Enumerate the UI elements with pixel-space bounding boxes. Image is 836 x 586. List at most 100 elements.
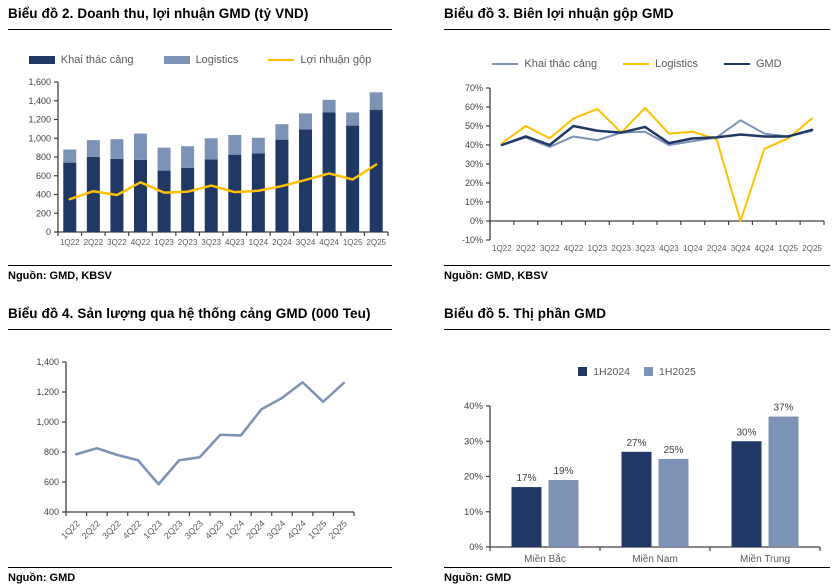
chart-canvas: 0% 10% 20% 30% 40% Miền Bắc Miền Nam Miền Trung… xyxy=(444,390,830,565)
svg-text:3Q23: 3Q23 xyxy=(635,244,655,253)
1h2024-swatch xyxy=(578,367,588,377)
bi-u-3-bi-n-l-i-nhu-n-g-p-gmd-svg: -10% 0% 10% 20% 30% 40% 50% 60% 70% 1Q22 2Q22 3Q22 4… xyxy=(462,83,825,253)
svg-text:30%: 30% xyxy=(464,436,484,447)
svg-text:10%: 10% xyxy=(464,507,484,518)
svg-text:17%: 17% xyxy=(516,473,536,484)
svg-text:4Q24: 4Q24 xyxy=(285,518,308,541)
panel-revenue-profit-chart: Biểu đồ 2. Doanh thu, lợi nhuận GMD (tỷ … xyxy=(8,6,392,282)
svg-text:Miền Nam: Miền Nam xyxy=(632,553,678,565)
panel-port-volume-chart: Biểu đồ 4. Sản lượng qua hệ thống cảng G… xyxy=(8,306,392,584)
chart-canvas: 0 200 400 600 800 1,000 1,200 1,400 1,600 1Q22 2Q2… xyxy=(8,76,392,248)
1h2025-swatch xyxy=(644,367,653,377)
legend-label: Khai thác cảng xyxy=(524,57,598,70)
legend-label: Logistics xyxy=(195,53,239,66)
svg-text:1Q23: 1Q23 xyxy=(154,238,174,247)
svg-text:1Q22: 1Q22 xyxy=(60,238,80,247)
chart-title: Biểu đồ 3. Biên lợi nhuận gộp GMD xyxy=(444,6,830,30)
source-note: Nguồn: GMD xyxy=(444,567,830,584)
svg-text:30%: 30% xyxy=(736,427,756,438)
svg-text:1,400: 1,400 xyxy=(36,357,59,367)
svg-text:1Q24: 1Q24 xyxy=(249,238,269,247)
legend-label: 1H2024 xyxy=(593,365,630,378)
svg-text:3Q23: 3Q23 xyxy=(201,238,221,247)
svg-text:40%: 40% xyxy=(465,140,483,150)
bi-u-5-th-ph-n-gmd-svg: 0% 10% 20% 30% 40% Miền Bắc Miền Nam Miền Trung… xyxy=(464,401,821,565)
chart-title: Biểu đồ 4. Sản lượng qua hệ thống cảng G… xyxy=(8,306,392,330)
svg-text:600: 600 xyxy=(44,477,59,487)
svg-text:27%: 27% xyxy=(626,438,646,449)
charts-grid: Biểu đồ 2. Doanh thu, lợi nhuận GMD (tỷ … xyxy=(8,6,830,584)
svg-text:2Q24: 2Q24 xyxy=(272,238,292,247)
svg-text:4Q23: 4Q23 xyxy=(225,238,245,247)
legend-label: GMD xyxy=(755,57,782,70)
svg-text:400: 400 xyxy=(36,189,51,199)
svg-text:2Q24: 2Q24 xyxy=(244,518,267,541)
svg-text:1Q25: 1Q25 xyxy=(778,244,798,253)
svg-text:1,000: 1,000 xyxy=(36,417,59,427)
svg-text:4Q22: 4Q22 xyxy=(121,518,144,541)
legend-label: Lợi nhuận gộp xyxy=(300,53,372,66)
svg-text:1Q24: 1Q24 xyxy=(224,518,247,541)
svg-text:10%: 10% xyxy=(465,197,483,207)
legend-label: 1H2025 xyxy=(659,365,696,378)
legend-item-khai-th-c-c-ng: Khai thác cảng xyxy=(492,58,597,70)
logistics-swatch xyxy=(163,55,190,64)
legend-label: Khai thác cảng xyxy=(60,53,134,66)
chart-legend: Khai thác cảng Logistics GMD xyxy=(444,58,830,70)
svg-text:2Q25: 2Q25 xyxy=(366,238,386,247)
svg-text:Miền Trung: Miền Trung xyxy=(740,553,790,565)
svg-text:1Q22: 1Q22 xyxy=(492,244,512,253)
svg-text:50%: 50% xyxy=(465,121,483,131)
chart-title: Biểu đồ 5. Thị phần GMD xyxy=(444,306,830,330)
bi-u-2-doanh-thu-l-i-nhu-n-gmd-t-vnd-svg: 0 200 400 600 800 1,000 1,200 1,400 1,600 1Q22 2Q2… xyxy=(28,77,389,247)
panel-market-share-chart: Biểu đồ 5. Thị phần GMD 1H2024 1H2025 0% 1… xyxy=(444,306,830,584)
legend-item-gmd: GMD xyxy=(723,57,782,70)
chart-canvas: -10% 0% 10% 20% 30% 40% 50% 60% 70% 1Q22 2Q22 3Q22 4… xyxy=(444,82,830,254)
legend-item-1h2025: 1H2025 xyxy=(644,366,696,378)
svg-text:800: 800 xyxy=(36,152,51,162)
svg-text:37%: 37% xyxy=(773,402,793,413)
legend-item-khai-th-c-c-ng: Khai thác cảng xyxy=(28,53,134,66)
khai-th-c-c-ng-swatch xyxy=(492,62,519,66)
l-i-nhu-n-g-p-swatch xyxy=(268,58,295,62)
legend-item-logistics: Logistics xyxy=(163,53,239,66)
svg-text:2Q23: 2Q23 xyxy=(162,518,185,541)
svg-text:1,200: 1,200 xyxy=(28,114,51,124)
svg-text:1Q23: 1Q23 xyxy=(141,518,164,541)
svg-text:400: 400 xyxy=(44,507,59,517)
svg-text:2Q24: 2Q24 xyxy=(707,244,727,253)
bi-u-4-s-n-l-ng-qua-h-th-ng-c-ng-gmd-000-teu-svg: 400 600 800 1,000 1,200 1,400 1Q222Q223Q224Q22… xyxy=(36,357,355,541)
svg-text:40%: 40% xyxy=(464,401,484,412)
svg-text:3Q22: 3Q22 xyxy=(107,238,127,247)
logistics-swatch xyxy=(623,62,650,66)
svg-text:2Q25: 2Q25 xyxy=(802,244,822,253)
svg-text:1,000: 1,000 xyxy=(28,133,51,143)
svg-text:800: 800 xyxy=(44,447,59,457)
svg-text:1Q24: 1Q24 xyxy=(683,244,703,253)
svg-text:2Q25: 2Q25 xyxy=(326,518,349,541)
svg-text:2Q22: 2Q22 xyxy=(84,238,104,247)
svg-text:0: 0 xyxy=(46,227,51,237)
khai-th-c-c-ng-swatch xyxy=(28,55,55,64)
legend-label: Logistics xyxy=(655,57,698,70)
svg-text:2Q23: 2Q23 xyxy=(611,244,631,253)
svg-text:2Q22: 2Q22 xyxy=(516,244,536,253)
svg-text:3Q24: 3Q24 xyxy=(296,238,316,247)
svg-text:1,600: 1,600 xyxy=(28,77,51,87)
svg-text:4Q22: 4Q22 xyxy=(564,244,584,253)
svg-text:19%: 19% xyxy=(553,466,573,477)
svg-text:20%: 20% xyxy=(464,471,484,482)
chart-canvas: 400 600 800 1,000 1,200 1,400 1Q22 2Q22 3Q22 4Q22… xyxy=(8,356,392,558)
svg-text:0%: 0% xyxy=(470,216,483,226)
gmd-swatch xyxy=(723,62,750,66)
svg-text:2Q23: 2Q23 xyxy=(178,238,198,247)
svg-text:4Q24: 4Q24 xyxy=(755,244,775,253)
svg-text:1Q23: 1Q23 xyxy=(588,244,608,253)
svg-text:1Q22: 1Q22 xyxy=(59,518,82,541)
svg-text:200: 200 xyxy=(36,208,51,218)
svg-text:1,200: 1,200 xyxy=(36,387,59,397)
svg-text:30%: 30% xyxy=(465,159,483,169)
svg-text:2Q22: 2Q22 xyxy=(80,518,103,541)
svg-text:0%: 0% xyxy=(469,542,483,553)
